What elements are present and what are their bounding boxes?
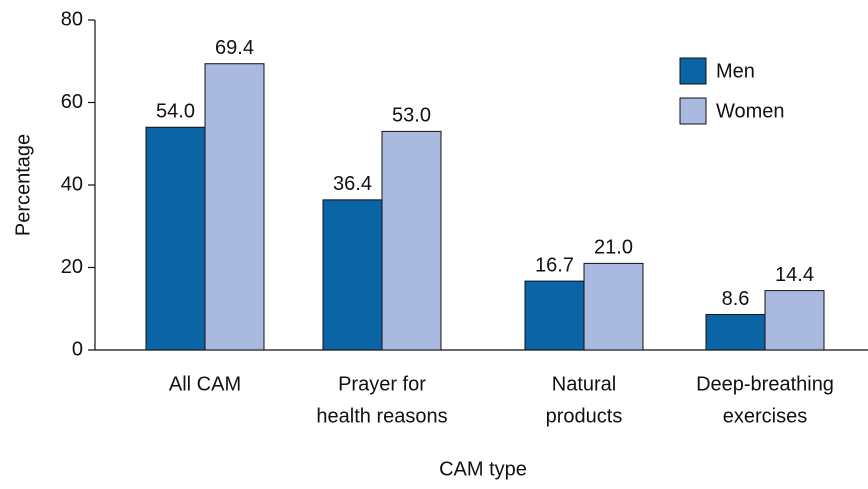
bar bbox=[524, 280, 585, 351]
value-label: 36.4 bbox=[333, 173, 372, 195]
value-label: 54.0 bbox=[156, 101, 195, 123]
x-tick-label: Prayer for bbox=[338, 373, 426, 395]
x-tick-label: Natural bbox=[552, 373, 616, 395]
bar bbox=[322, 199, 383, 351]
x-tick-label: health reasons bbox=[316, 405, 447, 427]
x-tick-label: products bbox=[546, 405, 623, 427]
value-label: 8.6 bbox=[722, 288, 750, 310]
y-tick-label: 80 bbox=[61, 8, 83, 30]
bar bbox=[381, 130, 442, 351]
y-axis-title: Percentage bbox=[12, 134, 34, 236]
bar bbox=[583, 262, 644, 351]
legend-label: Men bbox=[716, 60, 755, 82]
legend-label: Women bbox=[716, 100, 785, 122]
value-label: 21.0 bbox=[594, 237, 633, 259]
bar bbox=[145, 126, 206, 351]
y-tick-label: 0 bbox=[72, 338, 83, 360]
legend-swatch bbox=[679, 57, 707, 85]
value-label: 69.4 bbox=[215, 37, 254, 59]
y-tick-label: 60 bbox=[61, 91, 83, 113]
x-axis-title: CAM type bbox=[439, 458, 527, 480]
bar bbox=[764, 290, 825, 351]
x-tick-label: Deep-breathing bbox=[696, 373, 834, 395]
legend-swatch bbox=[679, 97, 707, 125]
value-label: 14.4 bbox=[775, 264, 814, 286]
x-tick-label: All CAM bbox=[169, 373, 241, 395]
value-label: 16.7 bbox=[535, 254, 574, 276]
bar bbox=[705, 314, 766, 351]
value-label: 53.0 bbox=[392, 105, 431, 127]
x-tick-label: exercises bbox=[723, 405, 807, 427]
y-tick-label: 40 bbox=[61, 173, 83, 195]
bar bbox=[204, 63, 265, 351]
y-tick-label: 20 bbox=[61, 256, 83, 278]
